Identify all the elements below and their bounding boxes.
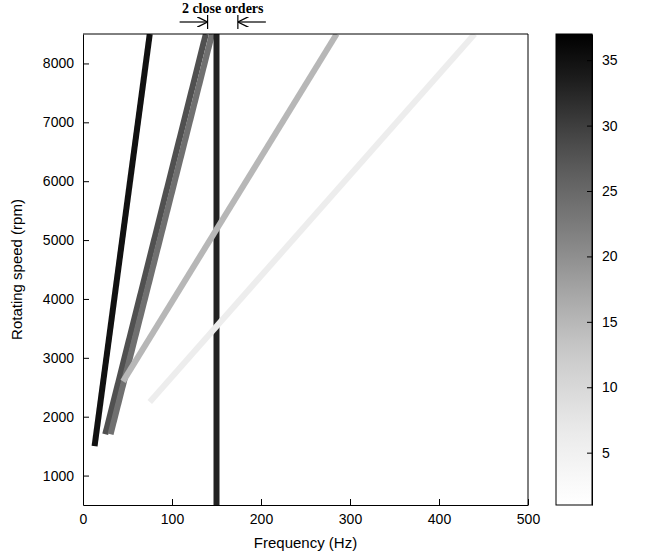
tick-mark — [83, 63, 89, 64]
tick-label: 7000 — [43, 114, 74, 130]
tick: 1000 — [43, 468, 89, 484]
order-line — [150, 34, 475, 402]
tick: 15 — [587, 314, 618, 330]
y-axis: 1000 2000 3000 4000 5000 6000 7000 8000 — [43, 35, 89, 506]
y-axis-title: Rotating speed (rpm) — [8, 199, 25, 340]
arrow — [238, 21, 266, 22]
tick-label: 400 — [428, 511, 452, 527]
tick-mark — [261, 499, 262, 505]
tick-label: 5000 — [43, 232, 74, 248]
tick-mark — [587, 126, 592, 127]
tick-label: 300 — [339, 511, 363, 527]
order-line — [105, 34, 206, 434]
tick: 400 — [428, 499, 452, 527]
tick: 200 — [250, 499, 274, 527]
tick-label: 5 — [602, 445, 610, 461]
tick-mark — [83, 476, 89, 477]
tick-label: 2000 — [43, 409, 74, 425]
tick: 20 — [587, 248, 618, 264]
tick: 3000 — [43, 350, 89, 366]
tick: 5 — [587, 445, 610, 461]
tick-label: 25 — [602, 183, 618, 199]
tick-label: 4000 — [43, 291, 74, 307]
tick: 500 — [517, 499, 541, 527]
tick: 5000 — [43, 232, 89, 248]
arrow — [180, 21, 208, 22]
tick-mark — [83, 240, 89, 241]
tick: 30 — [587, 118, 618, 134]
tick-mark — [587, 60, 592, 61]
tick-mark — [587, 322, 592, 323]
tick: 25 — [587, 183, 618, 199]
tick-label: 0 — [80, 511, 88, 527]
colorbar — [556, 34, 592, 505]
tick: 10 — [587, 379, 618, 395]
tick-mark — [587, 387, 592, 388]
tick-mark — [83, 358, 89, 359]
tick-mark — [587, 453, 592, 454]
tick-mark — [587, 256, 592, 257]
tick: 300 — [339, 499, 363, 527]
axis-line — [83, 35, 84, 506]
arrow-bar — [207, 15, 208, 29]
tick: 7000 — [43, 114, 89, 130]
tick-mark — [439, 499, 440, 505]
order-line — [123, 34, 337, 381]
tick-label: 500 — [517, 511, 541, 527]
tick-mark — [83, 299, 89, 300]
tick-label: 35 — [602, 52, 618, 68]
tick-label: 3000 — [43, 350, 74, 366]
x-axis: 0 100 200 300 400 500 — [80, 499, 541, 527]
annotation-arrows — [180, 15, 266, 29]
tick-label: 200 — [250, 511, 274, 527]
x-axis-title: Frequency (Hz) — [254, 534, 357, 551]
annotation: 2 close orders — [182, 1, 264, 16]
tick-label: 6000 — [43, 173, 74, 189]
tick: 8000 — [43, 55, 89, 71]
axis-line — [84, 505, 529, 506]
tick-label: 10 — [602, 379, 618, 395]
colorbar-axis: 5 10 15 20 25 30 35 — [587, 35, 618, 506]
arrow-bar — [237, 15, 238, 29]
tick: 2000 — [43, 409, 89, 425]
tick-label: 30 — [602, 118, 618, 134]
tick-label: 100 — [161, 511, 185, 527]
tick-label: 15 — [602, 314, 618, 330]
tick-mark — [587, 191, 592, 192]
plot-background — [83, 34, 528, 505]
tick: 35 — [587, 52, 618, 68]
chart: 0 100 200 300 400 500 1000 2000 3000 4000 5000 6000… — [0, 0, 651, 560]
tick-mark — [83, 122, 89, 123]
tick-mark — [83, 417, 89, 418]
order-line — [214, 34, 220, 505]
tick-mark — [172, 499, 173, 505]
tick-mark — [83, 181, 89, 182]
tick: 6000 — [43, 173, 89, 189]
plot-area — [95, 34, 475, 505]
tick: 100 — [161, 499, 185, 527]
tick: 4000 — [43, 291, 89, 307]
tick-label: 8000 — [43, 55, 74, 71]
tick-label: 1000 — [43, 468, 74, 484]
frame — [83, 34, 528, 35]
frame — [528, 34, 529, 505]
tick-mark — [350, 499, 351, 505]
axis-line — [592, 35, 593, 506]
tick-label: 20 — [602, 248, 618, 264]
